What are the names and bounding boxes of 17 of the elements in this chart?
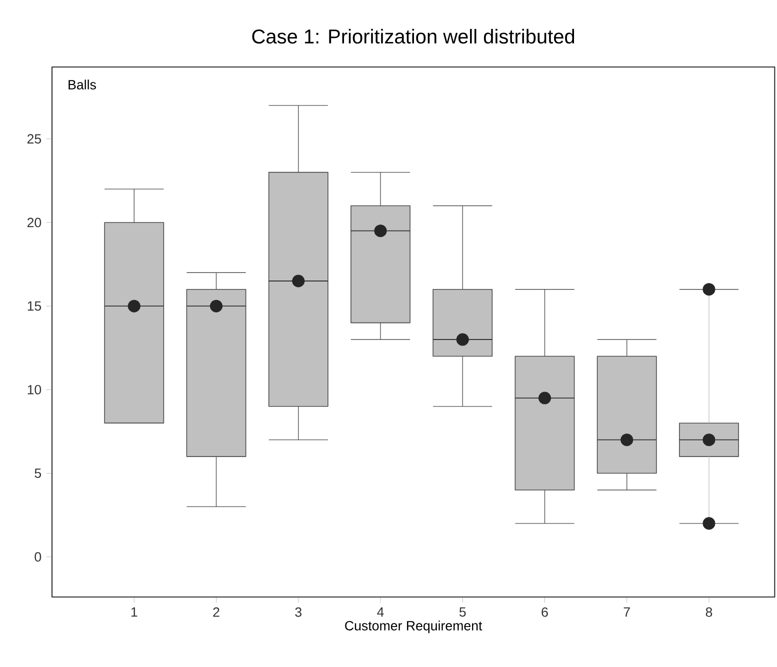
x-tick-label: 8 [706,607,712,617]
y-tick-label: 15 [28,301,42,311]
x-tick-label: 4 [377,607,384,617]
y-tick-label: 0 [34,552,42,562]
y-tick-label: 25 [27,134,42,144]
x-axis-title: Customer Requirement [345,620,482,634]
x-tick-label: 2 [213,607,220,617]
x-tick-label: 7 [624,607,630,617]
x-tick-label: 1 [131,607,138,617]
y-tick-label: 5 [34,468,42,478]
x-tick-label: 6 [542,607,548,617]
y-axis-title: Balls [68,80,96,90]
x-tick-label: 3 [295,607,302,617]
x-tick-label: 5 [459,607,466,617]
chart-title: Case 1: Prioritization well distributed [252,28,574,44]
y-tick-label: 20 [27,218,42,228]
y-tick-label: 10 [28,384,42,394]
